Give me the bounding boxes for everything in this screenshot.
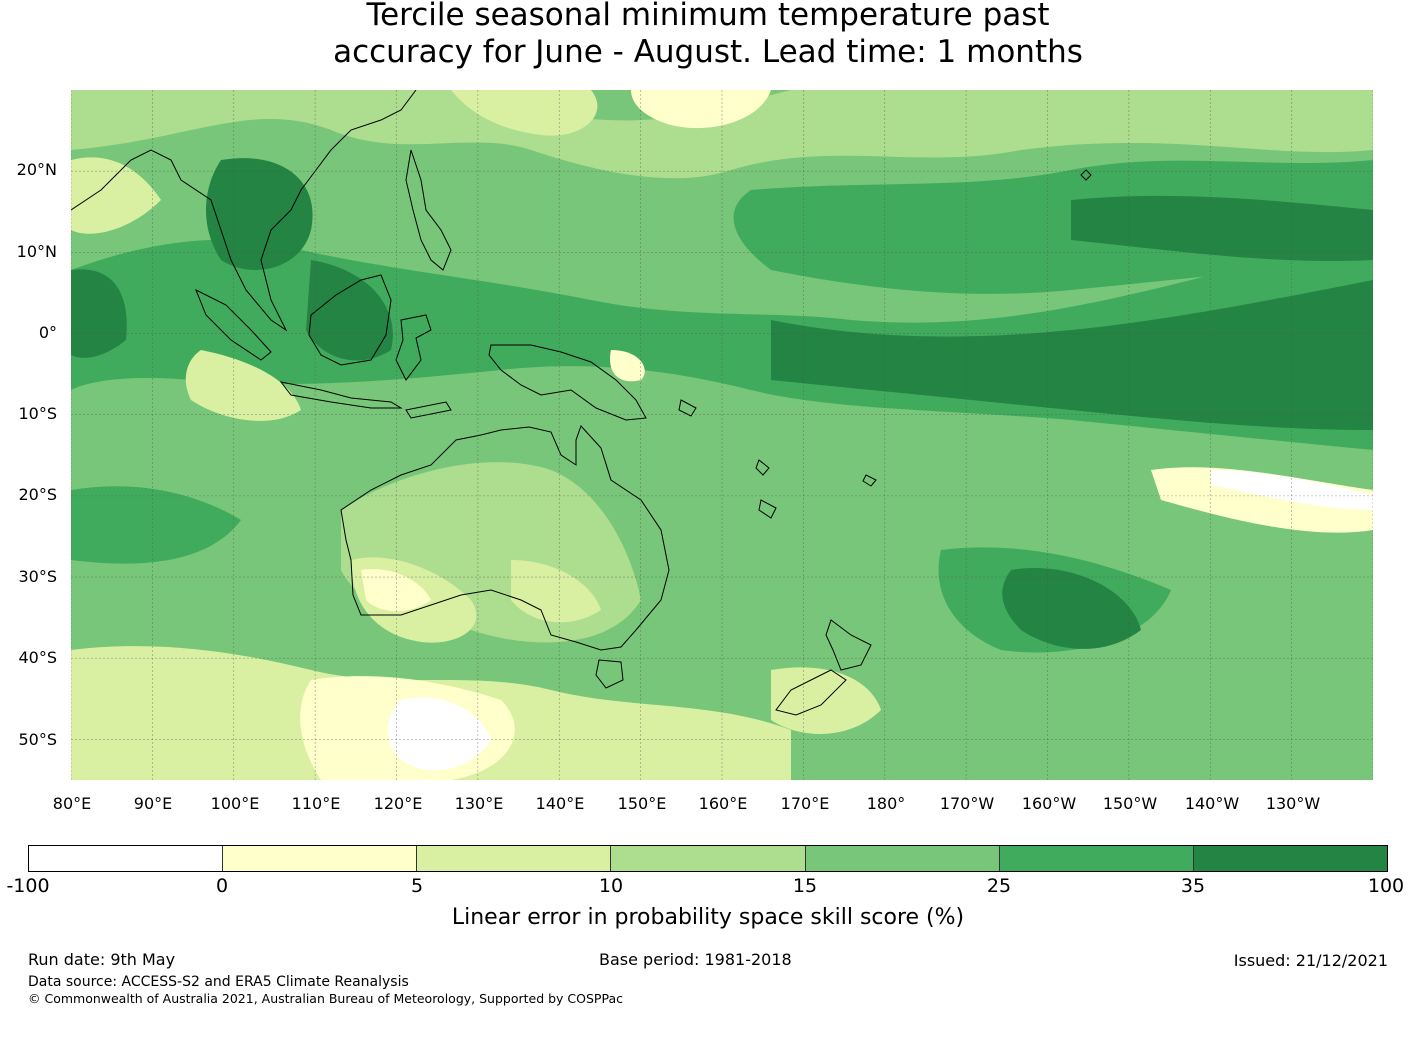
- colorbar-segment: [1193, 846, 1387, 871]
- vanuatu-islands: [755, 459, 770, 476]
- longitude-label: 140°W: [1184, 794, 1240, 813]
- colorbar: [28, 845, 1388, 872]
- hawaii-islands: [1080, 169, 1092, 181]
- data-source: Data source: ACCESS-S2 and ERA5 Climate …: [28, 974, 409, 990]
- field-north-patch-2: [631, 90, 771, 129]
- sumatra-coast: [195, 288, 272, 361]
- field-south-pacific-core: [1002, 568, 1141, 649]
- colorbar-tick-label: 5: [410, 875, 424, 897]
- longitude-label: 180°: [866, 794, 906, 813]
- longitude-label: 160°E: [698, 794, 748, 813]
- gridlines: [71, 90, 1373, 780]
- borneo-coast: [308, 274, 392, 366]
- colorbar-segment: [417, 846, 612, 871]
- skill-score-field: [71, 90, 1373, 780]
- fiji-islands: [862, 474, 877, 487]
- latitude-label: 40°S: [18, 648, 57, 667]
- solomon-islands: [678, 399, 697, 417]
- field-north-pacific-core: [1071, 195, 1373, 261]
- issued-date: Issued: 21/12/2021: [1233, 951, 1388, 970]
- colorbar-segment: [999, 846, 1194, 871]
- field-southern-ocean-negative: [387, 697, 491, 771]
- field-southeast-pacific-negative: [1211, 470, 1373, 510]
- australia-coast: [340, 425, 670, 651]
- longitude-label: 120°E: [373, 794, 423, 813]
- map-title-line-2: accuracy for June - August. Lead time: 1…: [333, 34, 1083, 70]
- map-canvas: [71, 90, 1373, 780]
- colorbar-segment: [611, 846, 806, 871]
- field-north-patch-1: [451, 90, 598, 136]
- skill-score-map: [71, 90, 1373, 780]
- colorbar-segment: [29, 846, 224, 871]
- colorbar-segment: [805, 846, 1000, 871]
- parallel-gridlines: [71, 170, 1373, 740]
- field-australia-southwest-core: [361, 569, 431, 612]
- coastlines: [71, 90, 1092, 716]
- field-north-pacific-band: [733, 160, 1373, 294]
- new-caledonia: [758, 499, 777, 519]
- latitude-label: 0°: [38, 323, 57, 342]
- field-borneo-core: [306, 260, 393, 361]
- longitude-label: 130°E: [454, 794, 504, 813]
- philippines-coast: [405, 149, 452, 271]
- longitude-label: 170°E: [780, 794, 830, 813]
- longitude-label: 80°E: [52, 794, 92, 813]
- latitude-label: 20°N: [16, 160, 57, 179]
- longitude-label: 100°E: [210, 794, 260, 813]
- timor-coast: [405, 401, 452, 419]
- longitude-label: 150°W: [1102, 794, 1158, 813]
- latitude-label: 50°S: [18, 730, 57, 749]
- field-java-low: [185, 350, 301, 421]
- longitude-label: 160°W: [1021, 794, 1077, 813]
- latitude-label: 10°S: [18, 404, 57, 423]
- run-date: Run date: 9th May: [28, 950, 176, 969]
- longitude-label: 130°W: [1265, 794, 1321, 813]
- longitude-label: 150°E: [617, 794, 667, 813]
- colorbar-tick-label: 10: [598, 875, 624, 897]
- colorbar-segment: [223, 846, 418, 871]
- field-south-indian-band: [71, 486, 241, 564]
- java-coast: [279, 381, 403, 409]
- colorbar-tick-label: 15: [792, 875, 818, 897]
- field-northwest-low: [71, 157, 161, 234]
- colorbar-label: Linear error in probability space skill …: [451, 905, 965, 930]
- new-guinea-coast: [488, 344, 647, 421]
- field-indochina-core: [206, 158, 313, 270]
- longitude-label: 90°E: [133, 794, 173, 813]
- latitude-label: 10°N: [16, 242, 57, 261]
- field-indian-core: [71, 269, 127, 358]
- copyright-notice: © Commonwealth of Australia 2021, Austra…: [28, 991, 623, 1006]
- longitude-label: 170°W: [939, 794, 995, 813]
- map-title-line-1: Tercile seasonal minimum temperature pas…: [366, 0, 1050, 33]
- colorbar-tick-label: 0: [215, 875, 229, 897]
- longitude-label: 110°E: [291, 794, 341, 813]
- tasmania-coast: [595, 659, 624, 689]
- field-png-low: [610, 350, 645, 382]
- longitude-label: 140°E: [535, 794, 585, 813]
- base-period: Base period: 1981-2018: [599, 950, 792, 969]
- meridian-gridlines: [71, 90, 1373, 780]
- colorbar-tick-label: -100: [6, 875, 50, 897]
- nz-north-island: [825, 619, 872, 671]
- field-equatorial-core: [771, 280, 1373, 430]
- latitude-label: 30°S: [18, 567, 57, 586]
- nz-south-island: [775, 669, 847, 716]
- sulawesi-coast: [395, 314, 432, 381]
- colorbar-tick-label: 25: [986, 875, 1012, 897]
- latitude-label: 20°S: [18, 485, 57, 504]
- colorbar-tick-label: 100: [1367, 875, 1405, 897]
- asia-coast: [71, 90, 417, 332]
- colorbar-tick-label: 35: [1180, 875, 1206, 897]
